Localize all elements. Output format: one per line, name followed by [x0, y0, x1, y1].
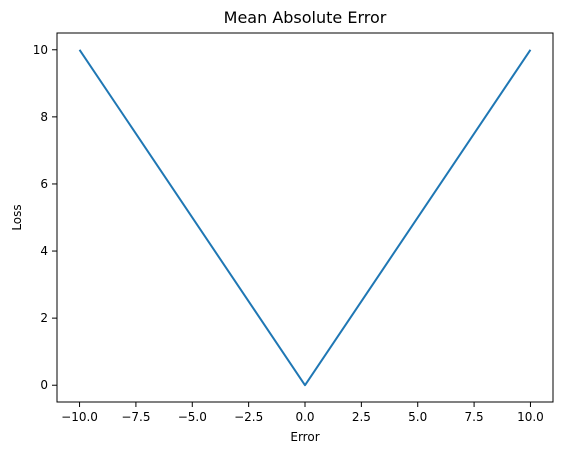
- y-tick-label: 6: [40, 177, 48, 191]
- x-tick-label: 10.0: [517, 410, 544, 424]
- x-tick-label: 7.5: [465, 410, 484, 424]
- x-tick-label: 5.0: [408, 410, 427, 424]
- y-tick-label: 8: [40, 110, 48, 124]
- x-axis-label: Error: [290, 430, 319, 444]
- series-line-0: [78, 49, 532, 387]
- x-tick-label: 2.5: [352, 410, 371, 424]
- y-axis-label: Loss: [10, 204, 24, 230]
- y-tick-label: 4: [40, 244, 48, 258]
- x-tick-label: −5.0: [178, 410, 207, 424]
- x-tick-label: 0.0: [295, 410, 314, 424]
- chart-title: Mean Absolute Error: [224, 8, 387, 27]
- y-tick-label: 10: [33, 43, 48, 57]
- x-tick-label: −10.0: [61, 410, 98, 424]
- y-tick-label: 2: [40, 311, 48, 325]
- y-tick-label: 0: [40, 378, 48, 392]
- x-tick-label: −7.5: [121, 410, 150, 424]
- x-tick-label: −2.5: [234, 410, 263, 424]
- plot-frame: [56, 32, 554, 403]
